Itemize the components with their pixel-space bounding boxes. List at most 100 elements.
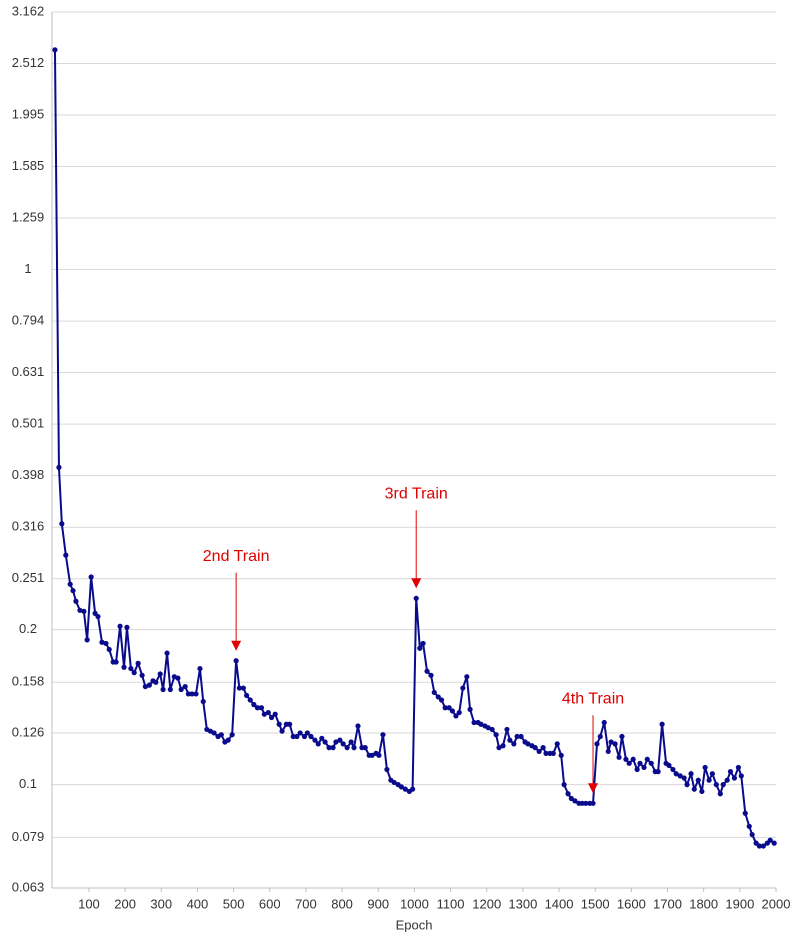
data-point — [272, 711, 278, 717]
data-point — [648, 760, 654, 766]
data-point — [200, 698, 206, 705]
x-tick-label: 1800 — [689, 896, 718, 911]
data-point — [337, 737, 343, 743]
x-tick-label: 1300 — [508, 896, 537, 911]
data-point — [322, 739, 328, 745]
data-point — [496, 745, 502, 751]
data-point — [742, 810, 748, 816]
data-point — [525, 741, 531, 747]
data-point — [146, 682, 152, 688]
data-point — [229, 732, 235, 738]
data-point — [767, 837, 773, 843]
data-point — [103, 640, 109, 647]
data-point — [720, 782, 726, 788]
data-point — [731, 775, 738, 781]
data-point — [402, 786, 408, 792]
data-point — [73, 598, 79, 604]
y-tick-label: 0.631 — [12, 364, 45, 379]
data-point — [139, 672, 145, 678]
data-point — [583, 800, 589, 806]
data-point — [507, 737, 513, 743]
annotation-label: 4th Train — [562, 691, 624, 708]
x-tick-label: 400 — [187, 896, 209, 911]
data-point — [297, 730, 303, 736]
data-point — [532, 745, 538, 751]
data-point — [106, 646, 112, 653]
x-tick-label: 800 — [331, 896, 353, 911]
data-point — [128, 665, 134, 672]
data-point — [113, 659, 119, 665]
data-point — [688, 771, 694, 777]
data-point — [279, 728, 285, 734]
y-tick-label: 0.794 — [12, 313, 45, 328]
data-point — [304, 730, 310, 736]
data-point — [135, 660, 141, 666]
x-tick-label: 700 — [295, 896, 317, 911]
data-point — [301, 733, 308, 740]
data-point — [623, 756, 629, 762]
x-tick-label: 1700 — [653, 896, 682, 911]
data-point — [160, 686, 166, 693]
data-point — [695, 777, 701, 783]
data-point — [565, 791, 571, 797]
data-point — [424, 668, 430, 674]
y-tick-label: 1.259 — [12, 209, 45, 224]
data-point — [605, 748, 611, 755]
x-tick-label: 1400 — [545, 896, 574, 911]
data-point — [369, 752, 375, 758]
data-point — [456, 709, 462, 716]
data-point — [554, 741, 560, 747]
data-point — [153, 679, 159, 685]
data-point — [265, 709, 271, 716]
data-point — [95, 613, 101, 620]
data-point — [579, 800, 585, 806]
data-point — [540, 745, 546, 751]
data-point — [655, 769, 661, 775]
data-point — [240, 685, 246, 691]
data-point — [735, 764, 741, 771]
data-point — [70, 588, 76, 594]
annotation-label: 2nd Train — [203, 548, 270, 565]
data-point — [511, 741, 517, 747]
data-point — [294, 733, 300, 740]
x-tick-label: 900 — [367, 896, 389, 911]
data-point — [340, 741, 346, 747]
data-point — [420, 640, 426, 647]
x-tick-label: 2000 — [762, 896, 791, 911]
data-point — [84, 637, 90, 643]
data-point — [536, 748, 542, 755]
data-point — [409, 786, 416, 792]
data-point — [641, 764, 647, 771]
data-point — [684, 782, 690, 788]
data-point — [746, 823, 752, 829]
data-point — [681, 775, 687, 781]
data-point — [81, 608, 87, 614]
data-point — [673, 771, 679, 777]
data-point — [558, 752, 564, 758]
data-point — [706, 777, 712, 783]
data-point — [428, 672, 434, 678]
y-tick-label: 0.316 — [12, 519, 45, 534]
data-point — [326, 745, 332, 751]
data-point — [59, 521, 65, 527]
data-point — [218, 732, 224, 738]
data-point — [601, 719, 607, 726]
y-tick-label: 0.126 — [12, 724, 45, 739]
data-point — [276, 721, 282, 727]
data-point — [142, 683, 148, 690]
data-point — [756, 843, 762, 849]
x-tick-label: 1200 — [472, 896, 501, 911]
annotation-label: 3rd Train — [385, 486, 448, 503]
data-point — [724, 777, 730, 783]
data-point — [157, 671, 163, 677]
y-tick-label: 1.995 — [12, 106, 45, 121]
x-tick-label: 1900 — [725, 896, 754, 911]
data-point — [167, 686, 173, 693]
data-point — [182, 683, 188, 690]
data-point — [99, 639, 105, 645]
data-point — [355, 723, 361, 729]
y-tick-label: 0.398 — [12, 467, 45, 482]
y-tick-label: 3.162 — [12, 3, 45, 18]
data-point — [612, 741, 618, 747]
